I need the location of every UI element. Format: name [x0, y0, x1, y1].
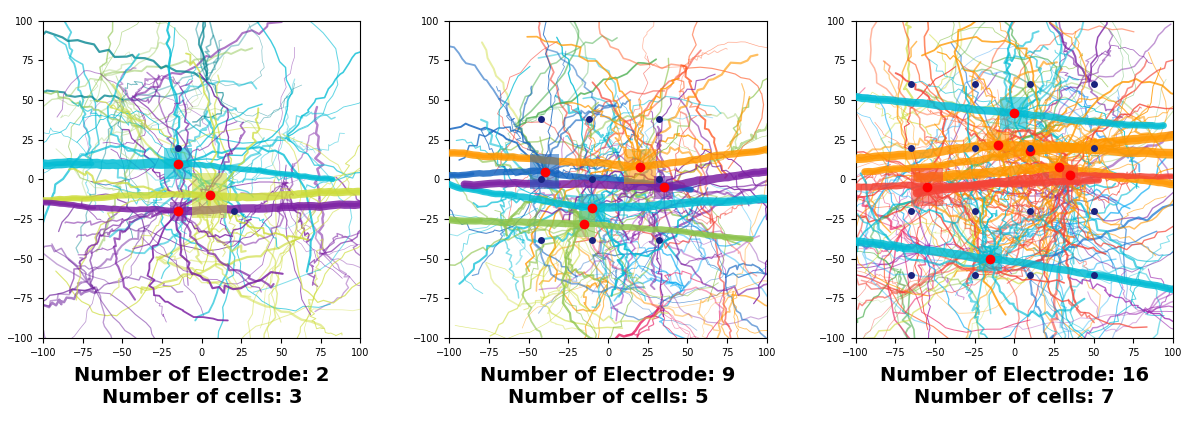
FancyBboxPatch shape: [579, 194, 605, 222]
FancyBboxPatch shape: [170, 202, 185, 221]
FancyBboxPatch shape: [911, 169, 943, 206]
FancyBboxPatch shape: [193, 173, 227, 217]
X-axis label: Number of Electrode: 9
Number of cells: 5: Number of Electrode: 9 Number of cells: …: [480, 366, 736, 407]
FancyBboxPatch shape: [980, 246, 1001, 271]
FancyBboxPatch shape: [1000, 97, 1028, 128]
FancyBboxPatch shape: [530, 154, 559, 189]
FancyBboxPatch shape: [573, 211, 596, 237]
FancyBboxPatch shape: [1049, 156, 1068, 178]
FancyBboxPatch shape: [654, 176, 673, 198]
X-axis label: Number of Electrode: 16
Number of cells: 7: Number of Electrode: 16 Number of cells:…: [880, 366, 1149, 407]
FancyBboxPatch shape: [1062, 165, 1077, 184]
FancyBboxPatch shape: [624, 149, 655, 184]
FancyBboxPatch shape: [1020, 140, 1039, 162]
FancyBboxPatch shape: [164, 148, 193, 180]
X-axis label: Number of Electrode: 2
Number of cells: 3: Number of Electrode: 2 Number of cells: …: [74, 366, 329, 407]
FancyBboxPatch shape: [987, 132, 1009, 157]
